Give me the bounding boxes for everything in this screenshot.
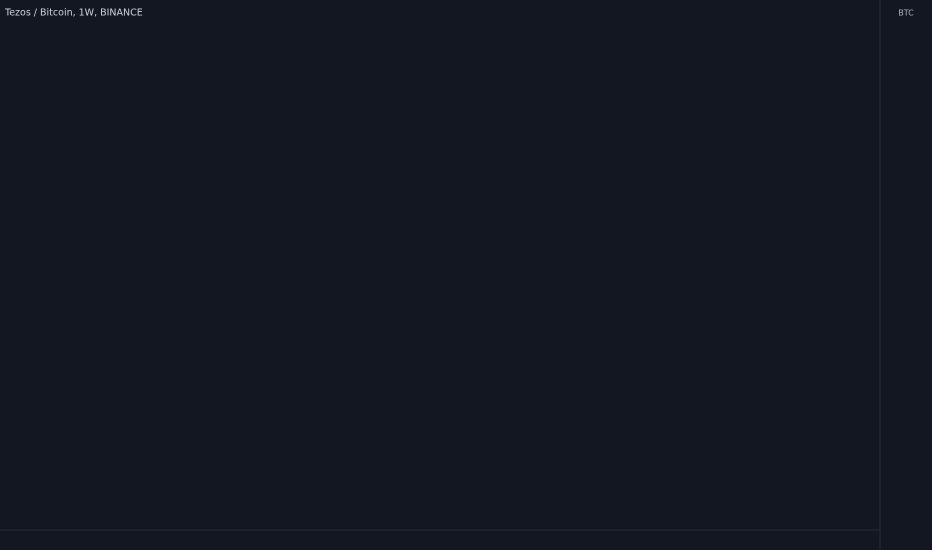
currency: BTC [898,9,914,18]
chart-title: Tezos / Bitcoin, 1W, BINANCE [4,8,143,19]
